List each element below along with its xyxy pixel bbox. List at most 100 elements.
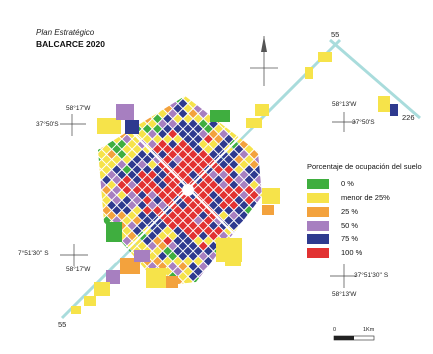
city-block <box>203 96 213 103</box>
city-block <box>51 186 60 195</box>
outlying-blocks <box>71 52 398 314</box>
legend-swatch <box>307 247 329 258</box>
city-block <box>142 165 152 175</box>
route-226-label: 226 <box>402 113 415 122</box>
route-55-label-bottom: 55 <box>58 320 67 329</box>
city-block <box>214 96 223 103</box>
city-block <box>194 308 203 317</box>
city-block <box>102 134 111 144</box>
city-block <box>239 160 249 169</box>
city-block <box>158 241 167 251</box>
city-block <box>244 236 254 246</box>
legend-title: Porcentaje de ocupación del suelo <box>307 162 422 171</box>
city-block <box>183 195 193 205</box>
city-block <box>183 226 193 236</box>
city-block <box>285 175 294 184</box>
city-block <box>193 96 203 103</box>
legend-swatch <box>307 192 329 203</box>
legend-item: 100 % <box>307 247 362 258</box>
city-block <box>203 185 213 195</box>
city-block <box>259 170 262 180</box>
city-block <box>87 221 96 230</box>
city-block <box>244 144 254 154</box>
city-block <box>214 185 223 195</box>
city-block <box>147 180 157 190</box>
city-block <box>127 139 137 149</box>
city-block <box>163 96 173 103</box>
city-block <box>203 226 213 236</box>
city-block <box>122 195 132 205</box>
city-block <box>198 231 208 241</box>
city-block <box>153 134 162 144</box>
city-block <box>178 221 188 231</box>
city-block <box>158 139 167 149</box>
city-block <box>72 206 81 215</box>
city-block <box>183 144 193 154</box>
city-block <box>98 205 101 215</box>
city-block <box>178 96 188 98</box>
city-block <box>184 287 193 296</box>
city-block <box>209 129 218 139</box>
city-block <box>204 298 213 307</box>
city-block <box>234 195 244 205</box>
lon-label-right-top: 58°13'W <box>332 101 357 108</box>
city-block <box>168 190 178 200</box>
city-block <box>280 181 289 190</box>
city-block <box>163 298 172 307</box>
city-block <box>163 165 173 175</box>
city-block <box>188 139 198 149</box>
city-block <box>147 96 157 98</box>
city-block <box>219 190 229 200</box>
city-block <box>244 165 254 175</box>
city-block <box>132 165 142 175</box>
city-block <box>259 180 262 190</box>
legend-label: 75 % <box>341 234 359 243</box>
city-block <box>147 211 157 220</box>
city-block <box>77 170 86 179</box>
city-block <box>122 185 132 195</box>
city-block <box>178 160 188 169</box>
city-block <box>153 114 162 124</box>
city-block <box>142 134 152 144</box>
city-block <box>183 256 193 266</box>
city-block <box>209 293 218 302</box>
city-block <box>153 84 162 93</box>
city-block <box>112 144 122 154</box>
city-block <box>229 160 239 169</box>
city-block <box>203 134 213 144</box>
city-block <box>198 200 208 210</box>
city-block <box>219 96 229 98</box>
city-block <box>203 236 213 246</box>
city-block <box>254 246 262 256</box>
city-block <box>168 251 178 261</box>
city-block <box>82 196 91 205</box>
city-block <box>158 129 167 139</box>
city-block <box>249 231 259 241</box>
city-block <box>193 114 203 124</box>
city-block <box>265 237 274 246</box>
city-block <box>198 96 208 98</box>
coordinate-crosshairs <box>60 112 356 288</box>
city-block <box>183 155 193 164</box>
city-block <box>194 74 203 83</box>
city-block <box>224 134 234 144</box>
city-block <box>163 74 172 83</box>
city-block <box>98 175 101 185</box>
city-block <box>198 99 208 108</box>
city-block <box>184 63 193 72</box>
city-block <box>72 165 81 174</box>
city-block <box>270 181 279 190</box>
city-block <box>199 79 208 88</box>
city-block <box>77 201 86 210</box>
city-block <box>98 185 101 195</box>
city-block <box>183 165 193 175</box>
city-block <box>275 175 284 184</box>
city-block <box>296 186 305 195</box>
city-block <box>259 241 262 251</box>
city-block <box>198 180 208 190</box>
city-block <box>209 272 218 281</box>
city-block <box>153 246 162 256</box>
city-block <box>163 84 172 93</box>
legend-swatch <box>307 233 329 244</box>
